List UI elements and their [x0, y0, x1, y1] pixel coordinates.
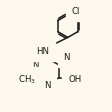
Text: OH: OH — [68, 74, 81, 83]
Text: Cl: Cl — [71, 7, 79, 16]
Text: N: N — [63, 53, 69, 62]
Text: CH$_3$: CH$_3$ — [17, 73, 35, 85]
Text: N: N — [43, 80, 50, 89]
Text: N: N — [32, 60, 39, 69]
Text: HN: HN — [36, 46, 49, 55]
